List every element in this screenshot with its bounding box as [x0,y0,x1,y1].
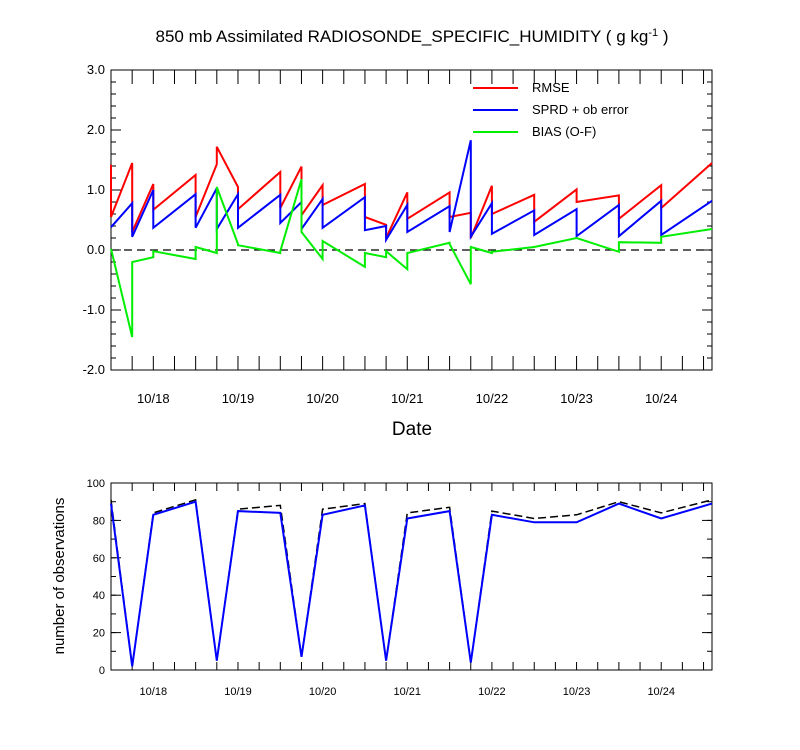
y-tick-label: 80 [93,515,105,527]
x-tick-label: 10/18 [140,686,168,698]
y-tick-label: 20 [93,628,105,640]
plot-frame [110,69,713,371]
x-tick-label: 10/24 [647,686,675,698]
y-tick-label: 3.0 [87,62,105,77]
x-tick-label: 10/20 [309,686,337,698]
y-tick-label: 100 [87,478,105,490]
x-tick-label: 10/19 [224,686,252,698]
y-tick-label: 0.0 [87,242,105,257]
y-tick-label: -2.0 [83,362,105,377]
x-tick-label: 10/23 [560,391,593,406]
legend-label: SPRD + ob error [532,102,629,117]
y-tick-label: 1.0 [87,182,105,197]
y-tick-label: 2.0 [87,122,105,137]
x-tick-label: 10/18 [137,391,170,406]
x-axis-label: Date [392,419,432,440]
legend-label: BIAS (O-F) [532,124,596,139]
chart-title-superscript: -1 [648,27,658,39]
x-tick-label: 10/22 [476,391,509,406]
y-tick-label: 60 [93,553,105,565]
chart-title-main: 850 mb Assimilated RADIOSONDE_SPECIFIC_H… [156,27,649,46]
chart-title: 850 mb Assimilated RADIOSONDE_SPECIFIC_H… [156,27,669,46]
y-tick-label: -1.0 [83,302,105,317]
y-tick-label: 0 [99,665,105,677]
x-tick-label: 10/21 [394,686,422,698]
plot-frame [110,482,713,671]
y-axis-label: number of observations [51,498,68,655]
x-tick-label: 10/19 [222,391,255,406]
series-line-assimilated-observations [110,500,713,667]
chart-title-close: ) [658,27,668,46]
x-tick-label: 10/21 [391,391,424,406]
legend-label: RMSE [532,80,570,95]
bottom-panel: 0 20 40 60 80 100 10/18 10/19 10/20 10/21 10/22 10/… [51,478,713,698]
series-line-rmse [110,146,713,239]
x-tick-label: 10/23 [563,686,591,698]
y-tick-label: 40 [93,590,105,602]
series-line-possible-observations [110,498,713,667]
top-panel: -2.0 -1.0 0.0 1.0 2.0 3.0 10/18 10/19 10/20 10/21… [83,27,713,440]
x-tick-label: 10/20 [306,391,339,406]
x-tick-label: 10/22 [478,686,506,698]
series-line-sprd-ob-error [110,139,713,244]
series-line-bias-o-f- [110,178,713,338]
x-tick-label: 10/24 [645,391,678,406]
